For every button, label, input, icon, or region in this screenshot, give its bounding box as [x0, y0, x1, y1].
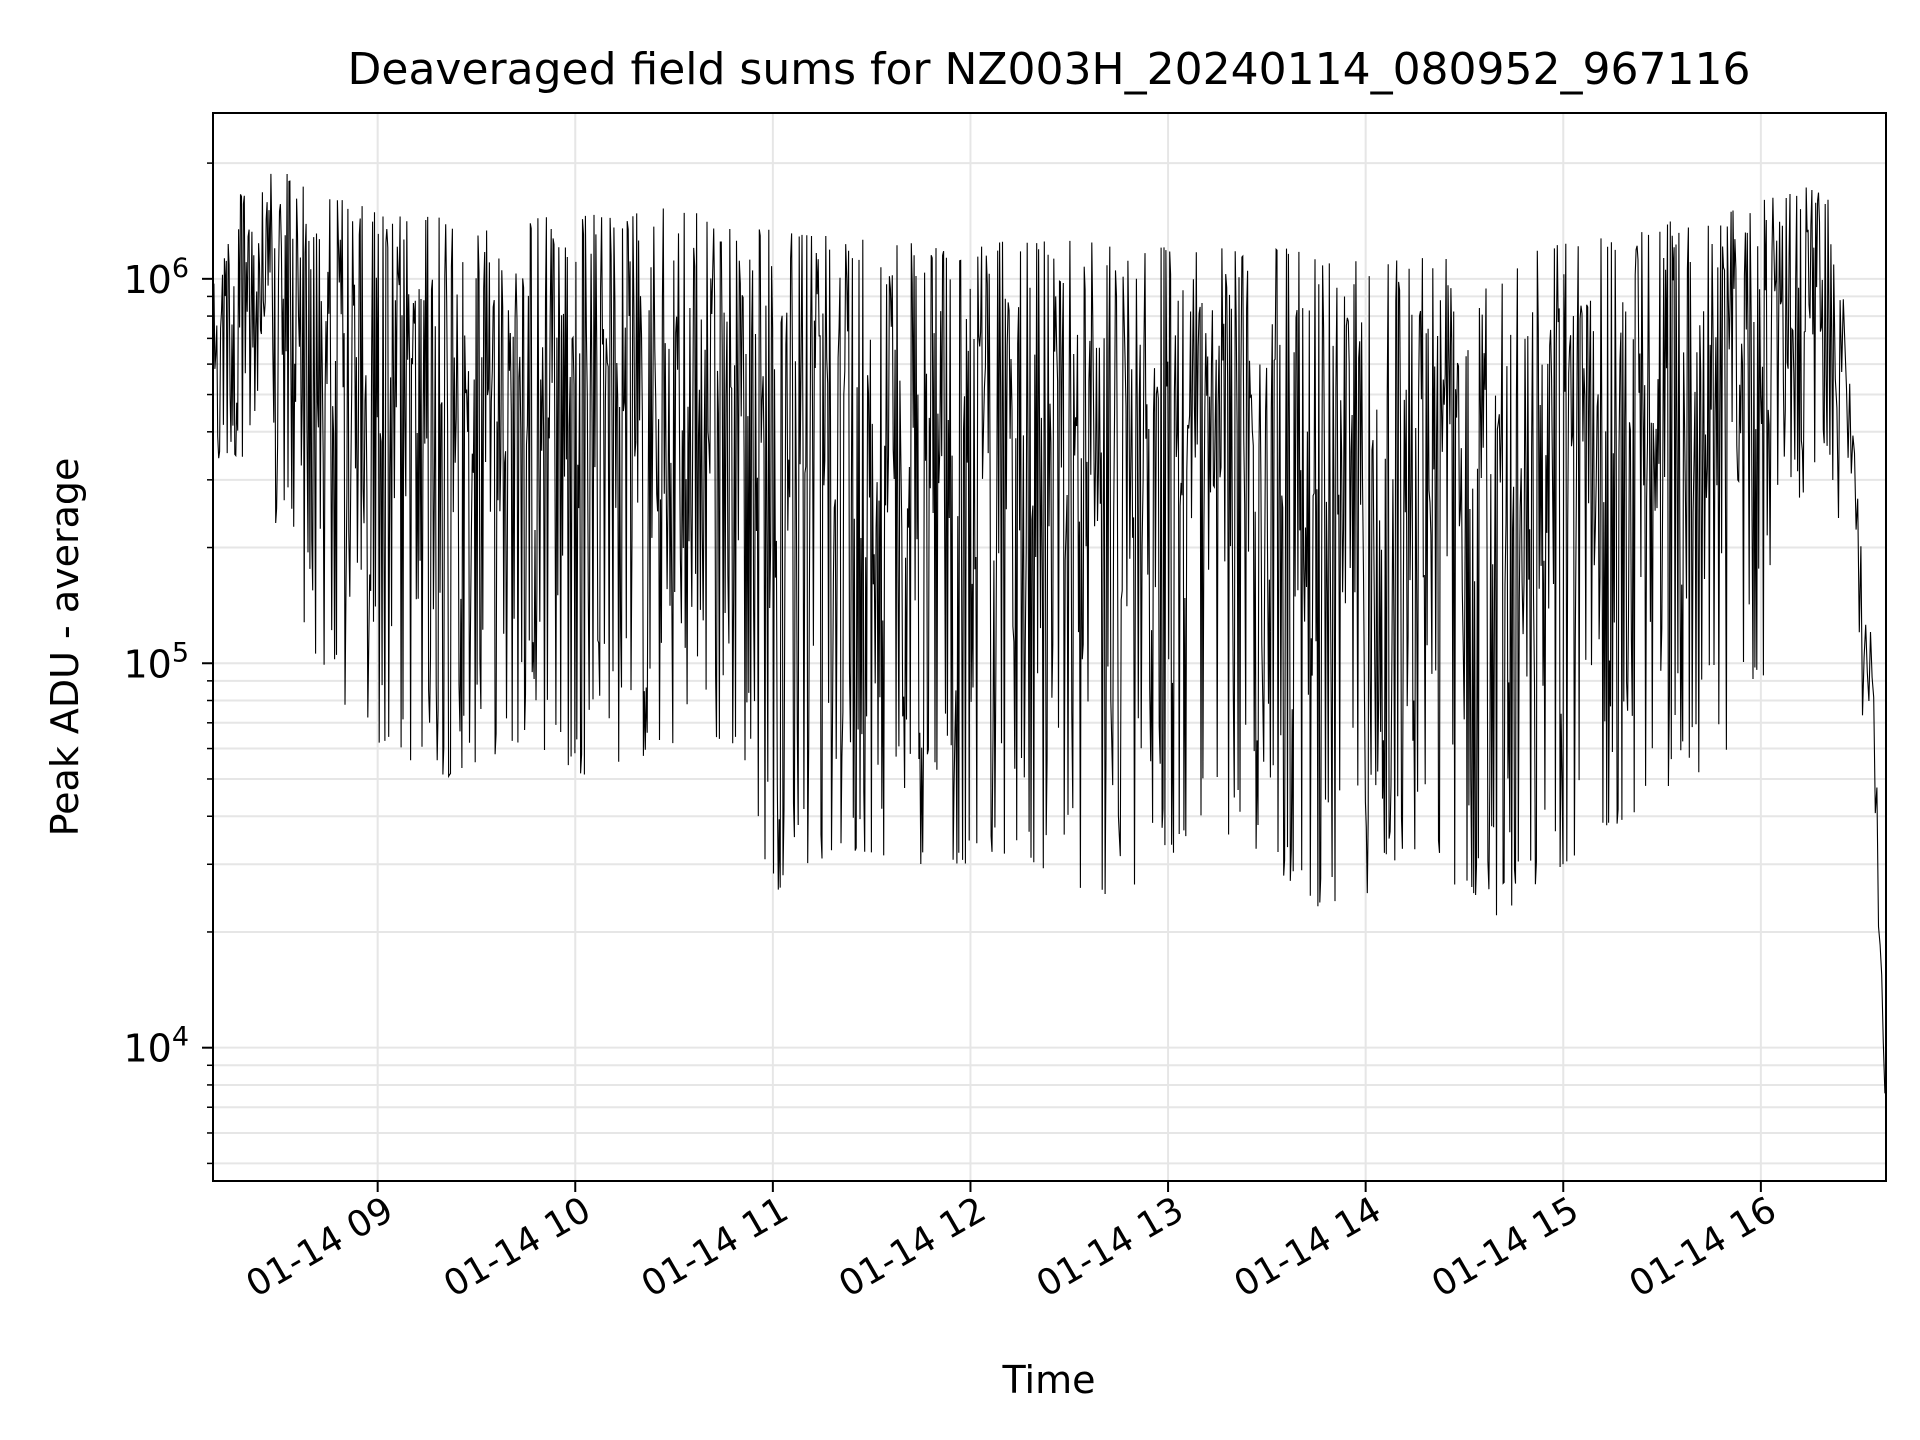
series-layer [212, 173, 1886, 1094]
chart-title: Deaveraged field sums for NZ003H_2024011… [348, 44, 1751, 95]
plot-frame [212, 112, 1887, 1182]
y-tick-label: 106 [123, 253, 189, 302]
x-tick-label: 01-14 13 [1030, 1189, 1191, 1305]
y-tick-label: 104 [123, 1022, 189, 1071]
series-line [212, 173, 1886, 1094]
x-tick-label: 01-14 16 [1623, 1189, 1784, 1305]
x-axis: 01-14 09 01-14 10 01-14 11 01-14 12 01-14 13… [239, 1181, 1783, 1306]
x-axis-label: Time [1002, 1358, 1096, 1402]
x-tick-label: 01-14 09 [239, 1189, 400, 1305]
x-tick-label: 01-14 15 [1425, 1189, 1586, 1305]
x-tick-label: 01-14 11 [635, 1189, 796, 1305]
y-tick-label: 105 [123, 637, 189, 686]
x-tick-label: 01-14 14 [1227, 1189, 1388, 1305]
x-tick-label: 01-14 10 [437, 1189, 598, 1305]
x-tick-label: 01-14 12 [832, 1189, 993, 1305]
y-axis: 104 105 106 [123, 162, 213, 1165]
y-axis-label: Peak ADU - average [43, 458, 87, 837]
